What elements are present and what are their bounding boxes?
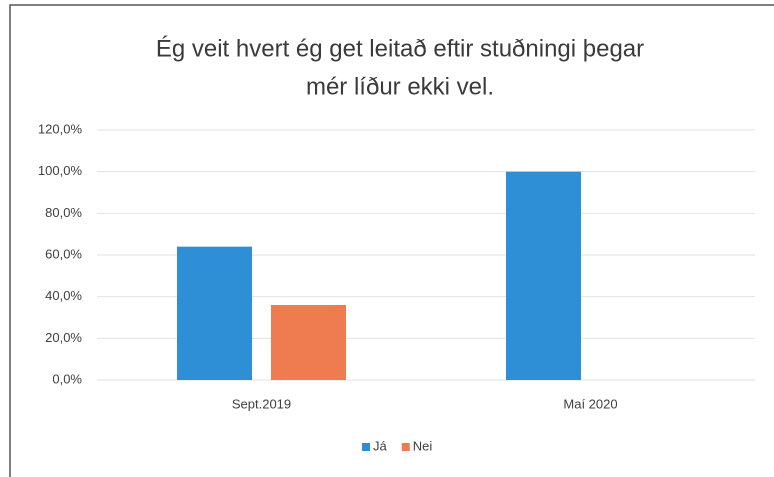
legend-swatch — [362, 443, 370, 451]
chart-title: mér líður ekki vel. — [306, 73, 494, 100]
legend-label: Já — [373, 438, 388, 453]
y-tick-label: 60,0% — [45, 246, 82, 261]
x-tick-label: Sept.2019 — [232, 396, 291, 411]
y-tick-label: 120,0% — [38, 121, 83, 136]
bar — [271, 305, 346, 380]
chart-title: Ég veit hvert ég get leitað eftir stuðni… — [156, 35, 644, 62]
y-tick-label: 20,0% — [45, 330, 82, 345]
y-tick-label: 100,0% — [38, 163, 83, 178]
y-tick-label: 40,0% — [45, 288, 82, 303]
bar — [177, 246, 252, 380]
chart-frame — [9, 4, 774, 477]
legend-swatch — [401, 443, 410, 451]
y-tick-label: 0,0% — [52, 371, 82, 386]
y-tick-label: 80,0% — [45, 205, 82, 220]
x-tick-label: Maí 2020 — [563, 396, 617, 411]
legend-label: Nei — [413, 438, 433, 453]
bar — [506, 171, 581, 380]
